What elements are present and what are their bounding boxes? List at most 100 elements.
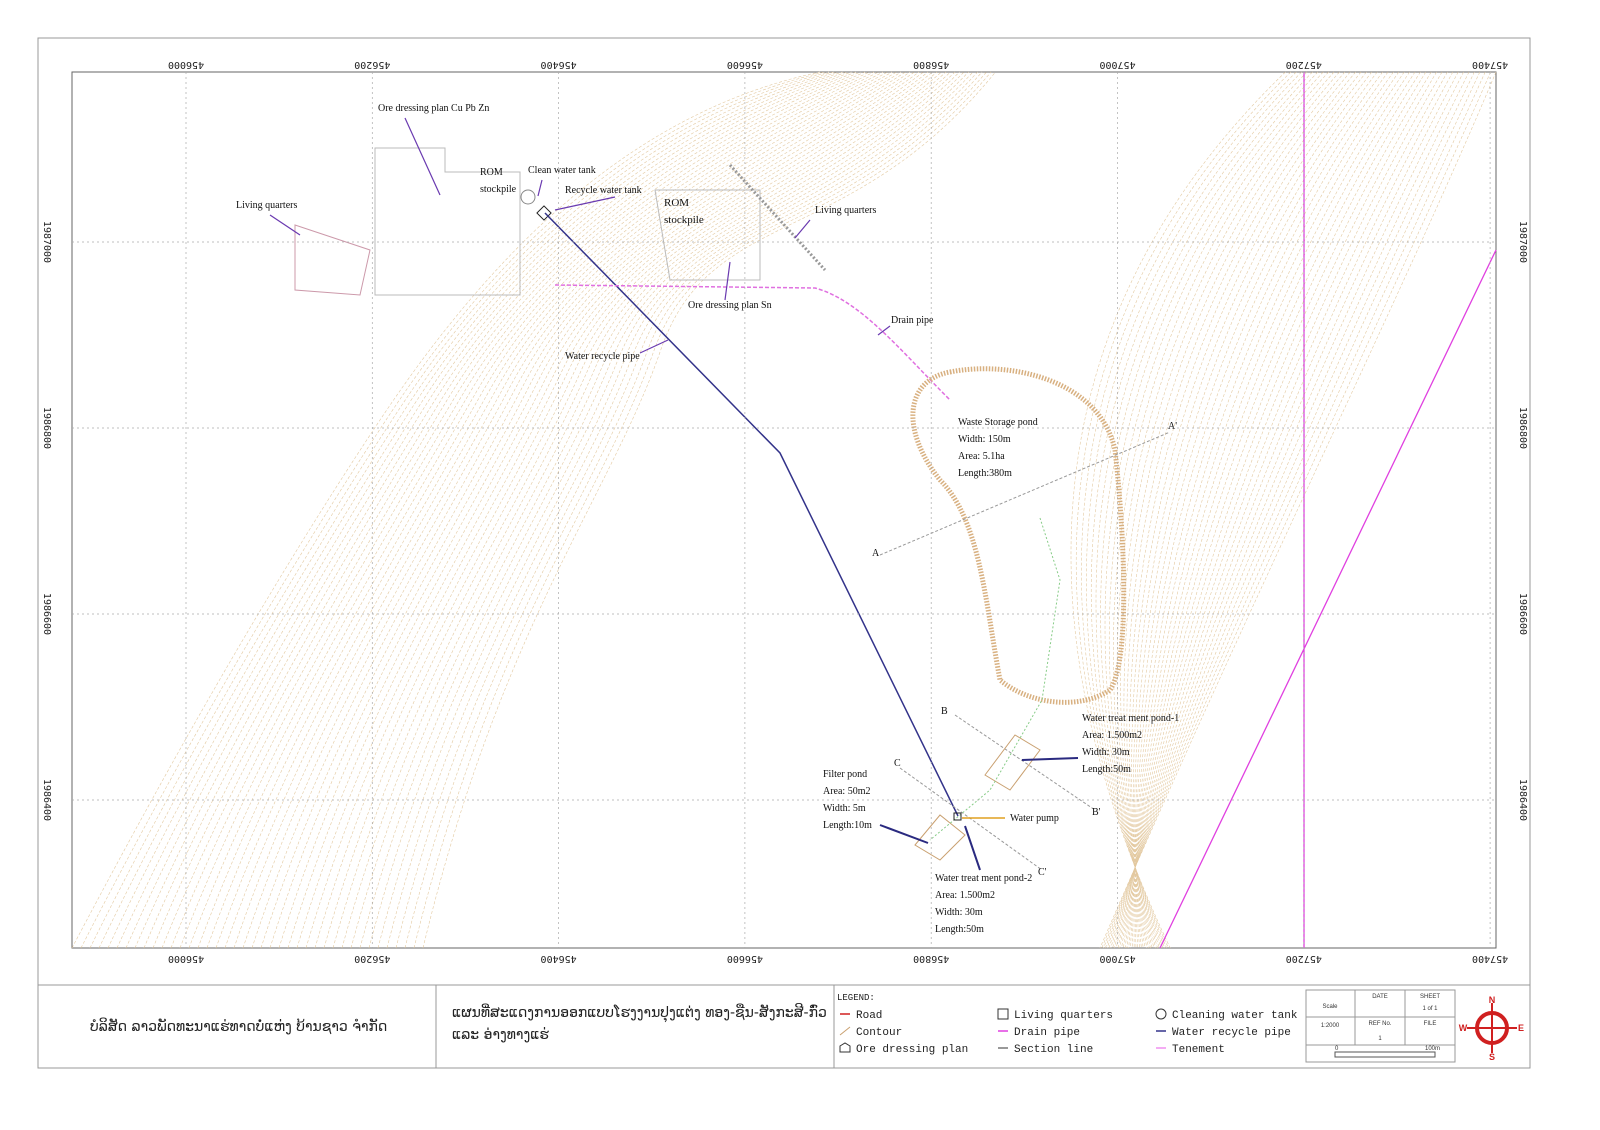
easting-label: 456200 [354,59,390,70]
contour [1129,71,1362,949]
legend-label: Living quarters [1014,1010,1113,1022]
contour [179,71,875,949]
sheet-info: SHEET [1420,994,1440,1000]
drain-pipe [554,284,951,401]
drawing-title: ແຜນທີ່ສະແດງການອອກແບບໂຮງງານປຸງແຕ່ງ ທອງ-ຊື… [452,1003,827,1022]
contour [1106,71,1475,949]
contour [1114,71,1454,949]
contour [287,71,929,949]
contour [1117,71,1443,949]
contour [125,71,848,949]
contour [278,71,924,949]
contour [134,71,852,949]
pipe [929,517,1061,841]
easting-label: 456000 [168,953,204,964]
annotation: ROM [664,197,689,209]
contour [1133,71,1394,949]
contour [1070,71,1286,949]
contour [1110,71,1464,949]
annotation: Area: 1.500m2 [1082,730,1142,741]
scale-bar-label: 0 [1335,1046,1339,1052]
company: ບໍລິສັດ ລາວພັດທະນາແຮ່ທາດບໍ່ແຫ່ງ ບ້ານຊາວ … [90,1017,387,1035]
annotation: Ore dressing plan Cu Pb Zn [378,103,489,114]
contour [341,71,956,949]
contour [1112,71,1459,949]
contour [161,71,866,949]
easting-label: 457200 [1286,59,1322,70]
annotation: Water recycle pipe [565,351,640,362]
sheet-info: FILE [1424,1021,1437,1027]
scale-bar [1334,1051,1436,1058]
annotation: Area: 1.500m2 [935,890,995,901]
annotation: stockpile [664,214,704,226]
map-frame [71,71,1497,949]
easting-label: 456200 [354,953,390,964]
contour [251,71,911,949]
annotation: Water pump [1010,813,1059,824]
contour [1133,71,1373,949]
annotation: Area: 50m2 [823,786,871,797]
contour [305,71,938,949]
northing-label: 1987000 [1517,221,1528,263]
legend-symbol [839,1026,851,1036]
contour [188,71,879,949]
annotation: Filter pond [823,769,867,780]
tenement [1159,72,1497,949]
easting-label: 457200 [1286,953,1322,964]
features [294,72,1497,949]
water-pump [953,812,962,821]
contour [1121,71,1432,949]
annotation: Length:50m [935,924,984,935]
contour [323,71,947,949]
contour [1099,71,1497,949]
clean-water-tank [520,189,536,205]
northing-label: 1986800 [41,407,52,449]
legend-symbol [997,1008,1009,1020]
annotation: Drain pipe [891,315,934,326]
contour [377,71,974,949]
living-quarters [728,163,827,272]
living-quarters [294,224,371,296]
easting-label: 456000 [168,59,204,70]
annotation: Waste Storage pond [958,417,1038,428]
annotation: Length:10m [823,820,872,831]
contour [1108,71,1329,949]
contour [107,71,839,949]
contour [359,71,965,949]
legend-label: Ore dressing plan [856,1044,968,1056]
annotation: Width: 30m [1082,747,1130,758]
contour [1101,71,1491,949]
treatment-pond [914,734,1041,861]
arrows [269,117,1079,871]
contour [116,71,843,949]
easting-label: 457400 [1472,953,1508,964]
annotation: Width: 5m [823,803,866,814]
drawing-title: ແລະ ອ່າງທາງແຮ່ [452,1027,549,1043]
legend-label: Road [856,1010,882,1022]
sheet-info: DATE [1372,994,1388,1000]
sheet-info: 1 of 1 [1422,1006,1438,1012]
contour [197,71,884,949]
contour [206,71,888,949]
contour [1123,71,1427,949]
northing-label: 1986800 [1517,407,1528,449]
contour [233,71,902,949]
contour [1115,71,1448,949]
legend-label: Section line [1014,1044,1093,1056]
section-line [879,431,1171,871]
contour [80,71,825,949]
northing-label: 1986600 [41,593,52,635]
annotation: Length:380m [958,468,1012,479]
contour [350,71,960,949]
water-recycle-pipe [544,212,959,817]
compass-letter: S [1489,1052,1495,1062]
contour [143,71,857,949]
annotation: Width: 150m [958,434,1011,445]
contour [1134,71,1378,949]
northing-label: 1986400 [1517,779,1528,821]
easting-label: 456400 [541,59,577,70]
contour [1086,71,1302,949]
contour [1103,71,1486,949]
contour [1131,71,1367,949]
legend-label: Water recycle pipe [1172,1027,1291,1039]
